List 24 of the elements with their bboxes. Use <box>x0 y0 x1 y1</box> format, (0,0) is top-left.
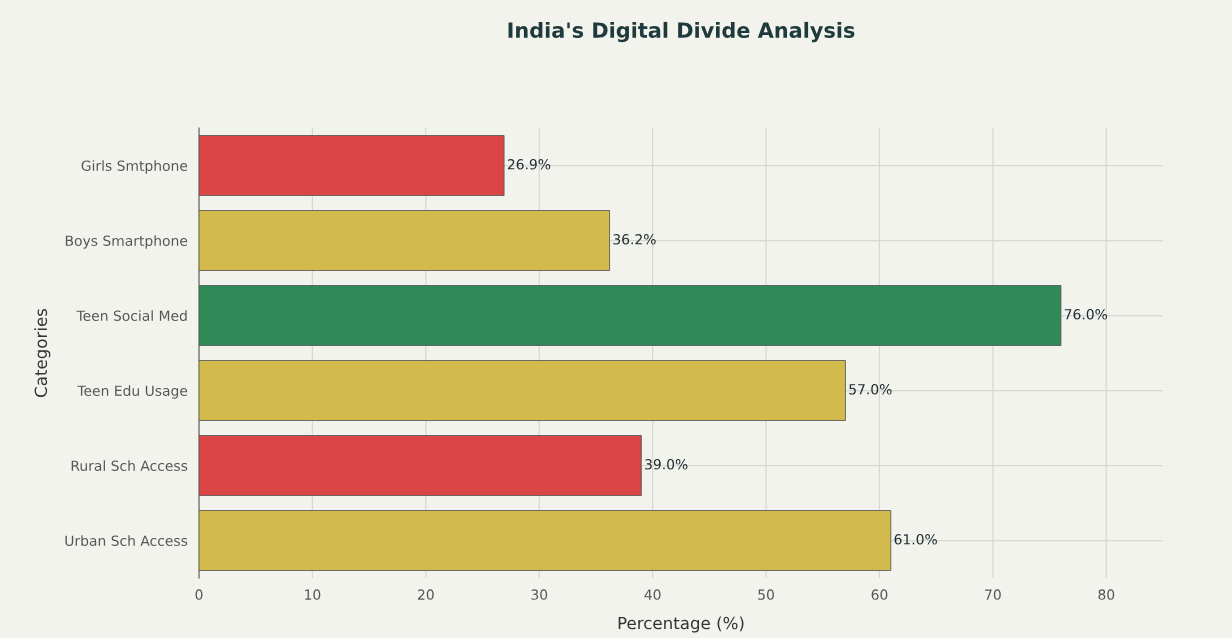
x-tick-label: 80 <box>1098 589 1115 600</box>
y-tick-label: Rural Sch Access <box>71 460 188 471</box>
y-axis-title: Categories <box>34 308 51 397</box>
data-label: 26.9% <box>507 159 551 170</box>
x-tick-label: 0 <box>195 589 203 600</box>
x-tick-label: 40 <box>644 589 661 600</box>
x-tick-label: 60 <box>871 589 888 600</box>
data-label: 39.0% <box>645 459 688 470</box>
y-tick-label: Teen Edu Usage <box>77 385 188 399</box>
x-axis-title: Percentage (%) <box>618 616 744 633</box>
chart-title: India's Digital Divide Analysis <box>508 21 855 43</box>
x-tick-label: 70 <box>985 589 1001 600</box>
x-tick-label: 20 <box>418 589 434 600</box>
data-label: 57.0% <box>849 384 892 395</box>
x-tick-label: 30 <box>531 589 548 600</box>
data-label: 76.0% <box>1064 309 1108 320</box>
y-tick-label: Urban Sch Access <box>65 535 188 546</box>
x-tick-label: 50 <box>758 589 774 600</box>
data-label: 36.2% <box>613 234 656 245</box>
y-tick-label: Teen Social Med <box>76 310 187 321</box>
y-tick-label: Boys Smartphone <box>65 235 188 249</box>
data-label: 61.0% <box>894 534 937 545</box>
y-tick-label: Girls Smtphone <box>81 160 188 174</box>
x-tick-label: 10 <box>305 589 321 600</box>
